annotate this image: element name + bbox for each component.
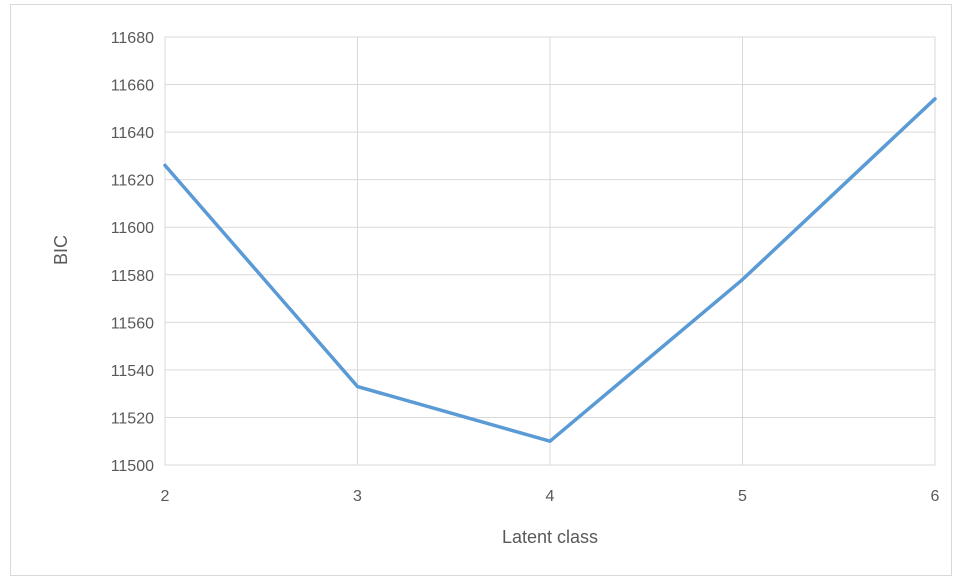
- y-tick-label: 11580: [111, 268, 154, 285]
- bic-data-point: [548, 439, 552, 443]
- x-tick-label: 3: [353, 488, 362, 505]
- series-layer: [163, 97, 937, 443]
- y-tick-label: 11660: [111, 78, 154, 95]
- x-tick-label: 2: [161, 488, 170, 505]
- y-tick-label: 11620: [111, 173, 154, 190]
- y-tick-label: 11540: [111, 363, 154, 380]
- bic-data-point: [933, 97, 937, 101]
- x-tick-label: 4: [546, 488, 555, 505]
- bic-data-point: [741, 278, 744, 282]
- gridlines: [164, 36, 936, 466]
- y-axis-ticks: 11500 11520 11540 11560 11580 11600 11620 11640…: [111, 30, 154, 475]
- x-tick-label: 5: [738, 488, 747, 505]
- x-axis-ticks: 2 3 4 5 6: [161, 488, 940, 505]
- bic-data-point: [163, 163, 167, 167]
- chart-frame: [10, 4, 952, 576]
- y-tick-label: 11520: [111, 410, 154, 427]
- y-tick-label: 11600: [111, 220, 154, 237]
- y-tick-label: 11500: [111, 458, 154, 475]
- y-axis-title: BIC: [51, 235, 71, 265]
- y-tick-label: 11560: [111, 315, 154, 332]
- x-axis-title: Latent class: [502, 527, 598, 547]
- x-tick-label: 6: [931, 488, 940, 505]
- y-tick-label: 11640: [111, 125, 154, 142]
- bic-data-point: [356, 385, 359, 389]
- y-tick-label: 11680: [111, 30, 154, 47]
